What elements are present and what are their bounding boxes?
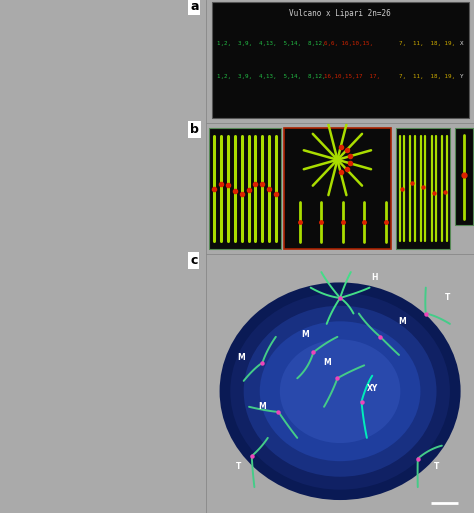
Bar xyxy=(455,128,473,225)
Text: 16,10,15,17  17,: 16,10,15,17 17, xyxy=(324,74,380,79)
Text: 7,  11,  18, 19,: 7, 11, 18, 19, xyxy=(399,41,455,46)
Text: 6,6, 16,10,15,: 6,6, 16,10,15, xyxy=(324,41,373,46)
Ellipse shape xyxy=(219,283,461,500)
Text: Vulcano x Lipari 2n=26: Vulcano x Lipari 2n=26 xyxy=(289,9,391,17)
Bar xyxy=(284,128,391,249)
Text: T: T xyxy=(236,462,241,471)
Text: a: a xyxy=(190,0,199,13)
Bar xyxy=(396,128,450,249)
Text: b: b xyxy=(190,123,199,136)
Text: M: M xyxy=(237,353,245,362)
Text: M: M xyxy=(398,317,406,326)
Text: 1,2,  3,9,  4,13,  5,14,  8,12,: 1,2, 3,9, 4,13, 5,14, 8,12, xyxy=(217,74,326,79)
Text: X: X xyxy=(460,41,463,46)
Ellipse shape xyxy=(260,321,420,461)
Ellipse shape xyxy=(244,306,437,477)
Ellipse shape xyxy=(230,293,450,490)
Text: T: T xyxy=(445,293,450,303)
Ellipse shape xyxy=(280,340,401,443)
Text: Y: Y xyxy=(460,74,463,79)
Text: XY: XY xyxy=(366,384,378,393)
Bar xyxy=(209,128,281,249)
Text: 1,2,  3,9,  4,13,  5,14,  8,12,: 1,2, 3,9, 4,13, 5,14, 8,12, xyxy=(217,41,326,46)
Text: M: M xyxy=(301,330,309,339)
Text: M: M xyxy=(323,358,330,367)
Text: M: M xyxy=(258,402,266,411)
Text: T: T xyxy=(434,462,439,471)
Text: c: c xyxy=(190,254,198,267)
Text: 7,  11,  18, 19,: 7, 11, 18, 19, xyxy=(399,74,455,79)
Text: H: H xyxy=(372,273,378,282)
